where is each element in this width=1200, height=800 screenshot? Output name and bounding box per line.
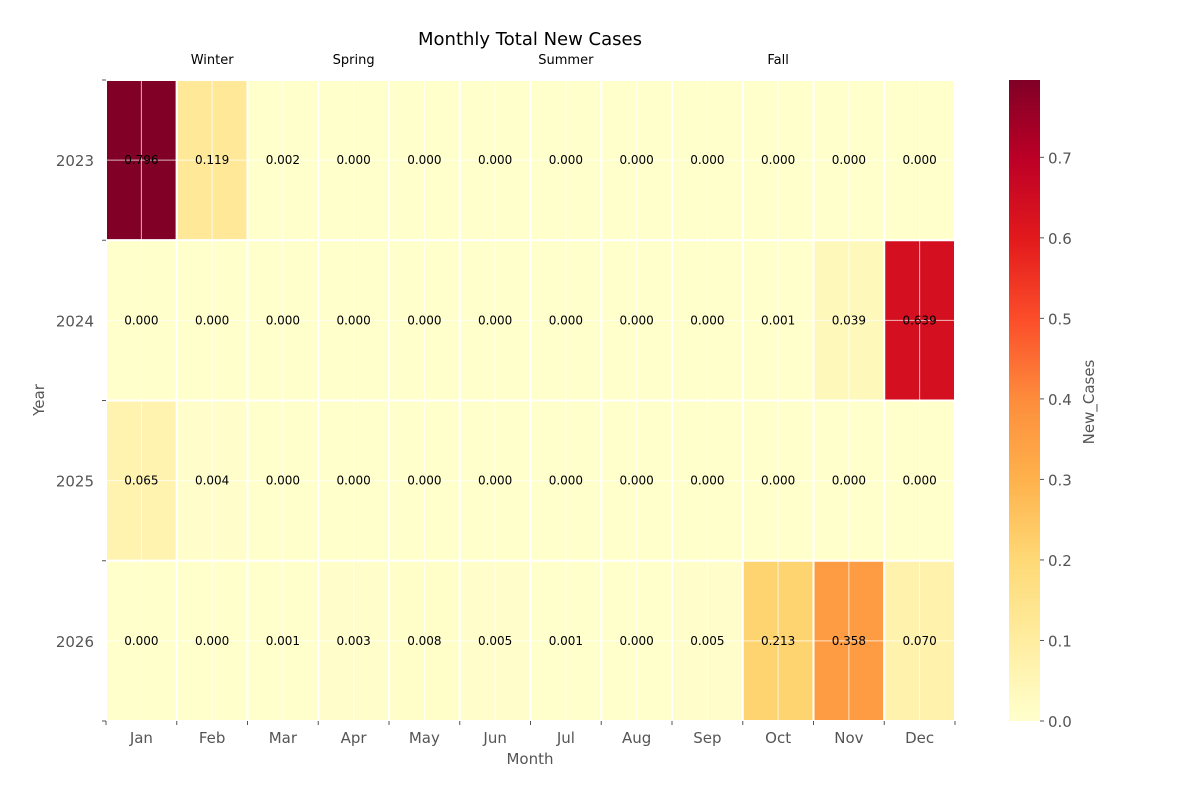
colorbar-tick-label: 0.5 xyxy=(1048,310,1072,328)
cell-value-label: 0.000 xyxy=(124,313,158,327)
x-tick-label: Dec xyxy=(905,729,934,747)
cell-value-label: 0.039 xyxy=(832,313,866,327)
cell-value-label: 0.213 xyxy=(761,634,795,648)
cell-value-label: 0.639 xyxy=(902,313,936,327)
season-label: Winter xyxy=(191,53,235,68)
cell-value-labels: 0.796 0.119 0.002 0.000 0.000 0.000 0.000 0.000… xyxy=(124,153,937,648)
season-label: Summer xyxy=(538,53,594,68)
cell-value-label: 0.000 xyxy=(195,313,229,327)
season-label: Spring xyxy=(333,53,375,68)
y-tick-label: 2025 xyxy=(56,473,94,491)
cell-value-label: 0.000 xyxy=(124,634,158,648)
cell-value-label: 0.000 xyxy=(690,153,724,167)
x-tick-label: Aug xyxy=(622,729,651,747)
cell-value-label: 0.070 xyxy=(902,634,936,648)
cell-value-label: 0.000 xyxy=(478,313,512,327)
cell-value-label: 0.001 xyxy=(549,634,583,648)
x-axis-label: Month xyxy=(506,750,553,768)
cell-value-label: 0.000 xyxy=(336,313,370,327)
x-tick-label: Jul xyxy=(556,729,575,747)
colorbar-tick-label: 0.2 xyxy=(1048,552,1072,570)
y-axis-label: Year xyxy=(30,383,48,417)
cell-value-label: 0.000 xyxy=(549,153,583,167)
colorbar-tick-label: 0.6 xyxy=(1048,230,1072,248)
x-tick-label: Oct xyxy=(765,729,791,747)
cell-value-label: 0.000 xyxy=(761,153,795,167)
cell-value-label: 0.000 xyxy=(478,474,512,488)
colorbar-tick-label: 0.4 xyxy=(1048,391,1072,409)
cell-value-label: 0.119 xyxy=(195,153,229,167)
chart-title: Monthly Total New Cases xyxy=(418,29,642,50)
cell-value-label: 0.000 xyxy=(266,313,300,327)
cell-value-label: 0.002 xyxy=(266,153,300,167)
colorbar-ticks: 0.0 0.1 0.2 0.3 0.4 0.5 0.6 0.7 xyxy=(1040,149,1072,731)
x-tick-label: Feb xyxy=(199,729,226,747)
cell-value-label: 0.000 xyxy=(549,474,583,488)
cell-value-label: 0.796 xyxy=(124,153,158,167)
x-axis-ticks: Jan Feb Mar Apr May Jun Jul Aug Sep Oct Nov Dec xyxy=(105,721,956,747)
grid-lines xyxy=(106,80,955,721)
cell-value-label: 0.000 xyxy=(407,313,441,327)
cell-value-label: 0.000 xyxy=(761,474,795,488)
cell-value-label: 0.005 xyxy=(690,634,724,648)
y-axis-ticks: 2023 2024 2025 2026 xyxy=(56,79,106,722)
cell-value-label: 0.000 xyxy=(690,474,724,488)
x-tick-label: Sep xyxy=(693,729,721,747)
cell-value-label: 0.000 xyxy=(195,634,229,648)
y-tick-label: 2024 xyxy=(56,312,94,330)
cell-value-label: 0.000 xyxy=(407,153,441,167)
colorbar-tick-label: 0.1 xyxy=(1048,632,1072,650)
season-labels: Winter Spring Summer Fall xyxy=(191,53,789,68)
cell-value-label: 0.004 xyxy=(195,474,229,488)
cell-value-label: 0.008 xyxy=(407,634,441,648)
heatmap-cells xyxy=(105,79,956,722)
y-tick-label: 2023 xyxy=(56,152,94,170)
x-tick-label: Jan xyxy=(129,729,153,747)
cell-value-label: 0.000 xyxy=(832,153,866,167)
cell-value-label: 0.000 xyxy=(407,474,441,488)
cell-value-label: 0.000 xyxy=(902,153,936,167)
cell-value-label: 0.000 xyxy=(549,313,583,327)
colorbar-tick-label: 0.3 xyxy=(1048,471,1072,489)
cell-value-label: 0.000 xyxy=(619,634,653,648)
season-label: Fall xyxy=(767,53,788,68)
y-tick-label: 2026 xyxy=(56,633,94,651)
cell-value-label: 0.358 xyxy=(832,634,866,648)
cell-value-label: 0.065 xyxy=(124,474,158,488)
cell-value-label: 0.000 xyxy=(266,474,300,488)
colorbar xyxy=(1009,80,1040,721)
colorbar-label: New_Cases xyxy=(1080,359,1099,444)
colorbar-tick-label: 0.7 xyxy=(1048,149,1072,167)
cell-value-label: 0.000 xyxy=(336,474,370,488)
cell-value-label: 0.000 xyxy=(902,474,936,488)
cell-value-label: 0.003 xyxy=(336,634,370,648)
x-tick-label: Apr xyxy=(341,729,368,747)
cell-value-label: 0.000 xyxy=(619,474,653,488)
cell-value-label: 0.001 xyxy=(761,313,795,327)
cell-value-label: 0.000 xyxy=(690,313,724,327)
cell-value-label: 0.005 xyxy=(478,634,512,648)
x-tick-label: Nov xyxy=(834,729,863,747)
cell-value-label: 0.000 xyxy=(619,153,653,167)
x-tick-label: Mar xyxy=(269,729,298,747)
cell-value-label: 0.000 xyxy=(619,313,653,327)
colorbar-tick-label: 0.0 xyxy=(1048,713,1072,731)
cell-value-label: 0.001 xyxy=(266,634,300,648)
cell-value-label: 0.000 xyxy=(336,153,370,167)
x-tick-label: Jun xyxy=(482,729,506,747)
cell-value-label: 0.000 xyxy=(478,153,512,167)
cell-value-label: 0.000 xyxy=(832,474,866,488)
x-tick-label: May xyxy=(409,729,440,747)
